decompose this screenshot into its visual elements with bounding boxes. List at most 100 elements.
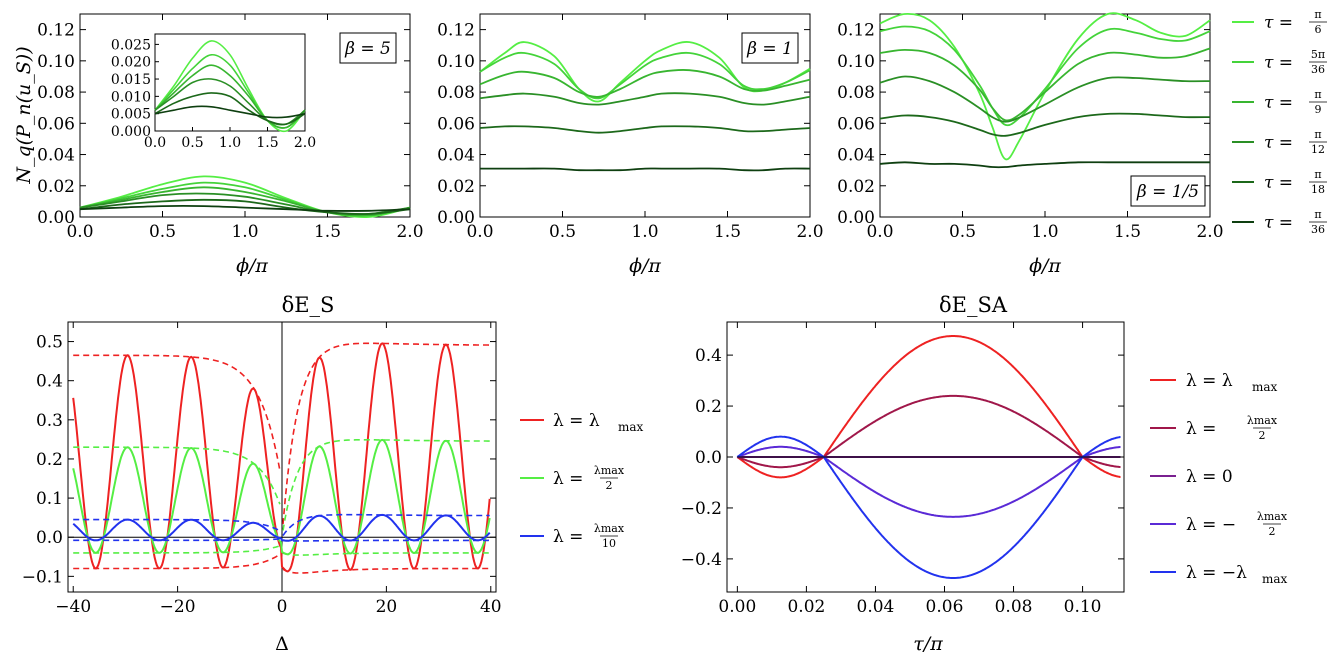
top3-xlabel: ϕ/π <box>1029 255 1061 277</box>
top1-ytick-label: 0.04 <box>37 146 75 166</box>
top3-series-line <box>879 112 1211 137</box>
top3-ytick-label: 0.06 <box>837 114 875 134</box>
bottom-right-series-line <box>736 394 1121 469</box>
bottom-right-legend-item: λ = − λmax 2 <box>1150 510 1288 538</box>
bottom-left-envelope-line <box>73 545 281 554</box>
bottom-left-envelope-line <box>73 518 281 532</box>
bottom-left-ytick-label: 0.1 <box>36 489 63 509</box>
bottom-left-legend-item: λ = λmax 2 <box>520 464 625 492</box>
bottom-left-envelope-line <box>282 567 490 574</box>
top1-ytick-label: 0.10 <box>37 52 75 72</box>
top-legend-item: τ = π 6 <box>1232 8 1327 36</box>
bottom-right-ytick-label: −0.2 <box>681 499 722 519</box>
bottom-left-xtick-label: −20 <box>160 597 196 617</box>
bottom-left-legend-sub: max <box>618 420 644 434</box>
top-legend-frac-num: 5π <box>1311 48 1325 61</box>
top3-xtick-label: 2.0 <box>1196 222 1223 242</box>
bottom-left-xtick-label: 0 <box>277 597 288 617</box>
bottom-left-ytick-label: 0.0 <box>36 528 63 548</box>
top3-series-line <box>879 25 1211 127</box>
bottom-right-ytick-label: 0.2 <box>695 397 722 417</box>
inset-xtick-label: 2.0 <box>294 135 316 151</box>
bottom-right-xtick-label: 0.00 <box>718 597 756 617</box>
top3-ytick-label: 0.00 <box>837 208 875 228</box>
inset-xtick-label: 0.0 <box>144 135 166 151</box>
bottom-left-ytick-label: 0.4 <box>36 372 63 392</box>
top2-ytick-label: 0.02 <box>437 177 475 197</box>
top-legend-frac-den: 36 <box>1311 223 1325 236</box>
top1-xtick-label: 1.5 <box>314 222 341 242</box>
top1-series-line <box>79 186 411 217</box>
bottom-left-legend-label: λ = λ <box>553 411 600 431</box>
top-legend-frac-num: π <box>1314 8 1321 21</box>
top3-series-line <box>879 12 1211 161</box>
bottom-right-series-line <box>736 335 1121 479</box>
top1-ytick-label: 0.06 <box>37 114 75 134</box>
inset-series-line <box>154 92 306 126</box>
inset-xtick-label: 1.0 <box>219 135 241 151</box>
top1-xtick-label: 0.0 <box>66 222 93 242</box>
bottom-right-xtick-label: 0.02 <box>787 597 825 617</box>
top1-series-line <box>79 204 411 212</box>
top-legend-frac-den: 18 <box>1311 183 1325 196</box>
inset-ytick-label: 0.020 <box>111 55 151 71</box>
top-legend-frac-den: 36 <box>1311 63 1325 76</box>
top2-annotation-box <box>741 32 799 64</box>
bottom-left-envelope-line <box>282 342 490 525</box>
bottom-right-legend-item: λ = λ max <box>1150 371 1278 394</box>
top1-ytick-label: 0.02 <box>37 177 75 197</box>
inset-series-line <box>154 64 306 129</box>
top2-xtick-label: 0.5 <box>549 222 576 242</box>
top-legend-item: τ = π 12 <box>1232 128 1327 156</box>
top2-xlabel: ϕ/π <box>629 255 661 277</box>
top-legend-frac-den: 12 <box>1311 143 1325 156</box>
bottom-left-xtick-label: 20 <box>376 597 398 617</box>
top3-ytick-label: 0.02 <box>837 177 875 197</box>
bottom-right-legend-frac-den: 2 <box>1259 429 1266 442</box>
top2-xtick-label: 1.5 <box>714 222 741 242</box>
top1-ylabel: N_q(P_n(u_S)) <box>13 46 35 184</box>
bottom-left-ytick-label: 0.5 <box>36 333 63 353</box>
inset-xtick-label: 1.5 <box>256 135 278 151</box>
top-legend-item: τ = π 36 <box>1232 208 1327 236</box>
bottom-left-envelope-line <box>73 553 281 570</box>
top2-xtick-label: 2.0 <box>796 222 823 242</box>
bottom-left-legend-frac-num: λmax <box>594 522 625 535</box>
top2-ytick-label: 0.12 <box>437 21 475 41</box>
bottom-left-legend-frac-den: 10 <box>602 537 616 550</box>
top1-annotation: β = 5 <box>344 39 391 59</box>
bottom-left-envelope-line <box>73 446 281 505</box>
top1-ytick-label: 0.08 <box>37 83 75 103</box>
top2-annotation: β = 1 <box>746 39 793 59</box>
bottom-right-ytick-label: −0.4 <box>681 550 722 570</box>
bottom-right-legend-label: λ = λ <box>1186 371 1233 391</box>
top2-ytick-label: 0.08 <box>437 83 475 103</box>
bottom-right-legend-frac-den: 2 <box>1269 525 1276 538</box>
bottom-left-ytick-label: 0.2 <box>36 450 63 470</box>
bottom-left-envelope-line <box>282 552 490 556</box>
top-legend-label: τ = <box>1264 53 1293 73</box>
top3-ytick-label: 0.08 <box>837 83 875 103</box>
top-legend-frac-num: π <box>1314 208 1321 221</box>
top-legend-frac-num: π <box>1314 88 1321 101</box>
top2-xtick-label: 0.0 <box>466 222 493 242</box>
top1-annotation-box <box>339 32 397 64</box>
bottom-right-xtick-label: 0.04 <box>857 597 895 617</box>
bottom-right-xtick-label: 0.08 <box>995 597 1033 617</box>
top-legend-label: τ = <box>1264 93 1293 113</box>
bottom-right-xtick-label: 0.10 <box>1064 597 1102 617</box>
inset-xtick-label: 0.5 <box>181 135 203 151</box>
bottom-left-legend-item: λ = λmax 10 <box>520 522 625 550</box>
bottom-right-legend-sub: max <box>1252 380 1278 394</box>
bottom-left-series-line <box>72 342 491 573</box>
bottom-left-legend-item: λ = λ max <box>520 411 644 434</box>
top3-series-line <box>879 47 1211 122</box>
top3-xtick-label: 1.5 <box>1114 222 1141 242</box>
bottom-right-xlabel: τ/π <box>913 633 943 655</box>
bottom-left-series-line <box>72 438 491 556</box>
bottom-right-xtick-label: 0.06 <box>926 597 964 617</box>
inset-series-line <box>154 105 306 119</box>
inset-ytick-label: 0.000 <box>111 124 151 140</box>
top1-ytick-label: 0.12 <box>37 21 75 41</box>
